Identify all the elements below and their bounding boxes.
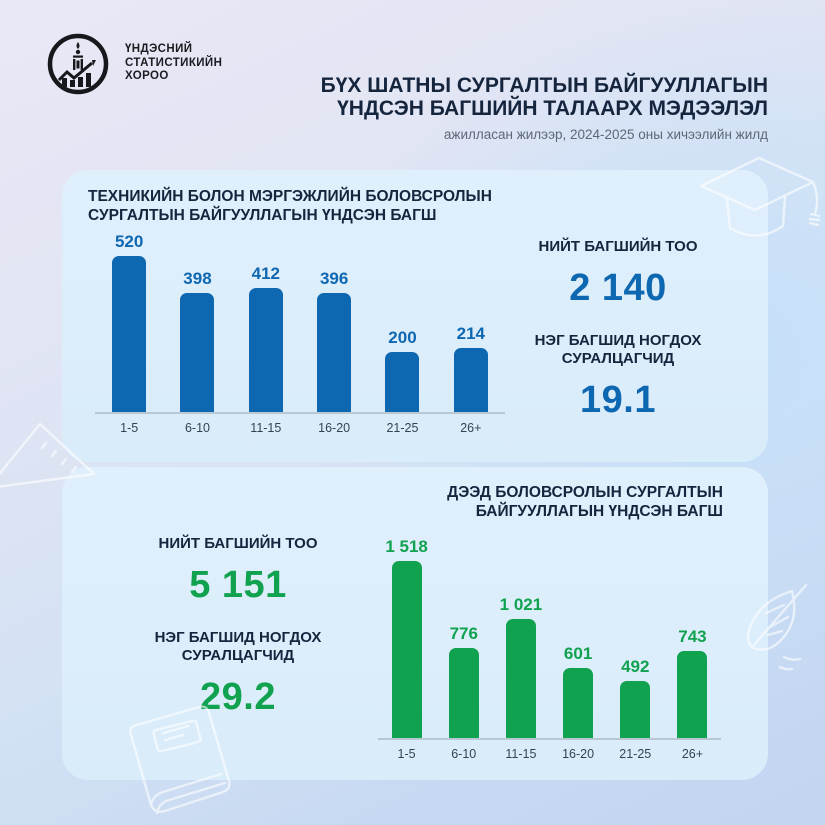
bar [620, 681, 651, 738]
page-subtitle: ажилласан жилээр, 2024-2025 оны хичээлий… [443, 127, 768, 142]
logo-text-line3: ХОРОО [125, 70, 169, 82]
bar-value-label: 492 [621, 657, 650, 676]
students-per-teacher-label: НЭГ БАГШИД НОГДОХ СУРАЛЦАГЧИД [108, 629, 368, 665]
bar [385, 352, 420, 412]
bar [112, 256, 147, 412]
category-label: 26+ [681, 747, 704, 761]
category-label: 1-5 [120, 421, 139, 435]
category-label: 6-10 [451, 747, 477, 761]
students-per-teacher-label-line2: СУРАЛЦАГЧИД [181, 647, 295, 664]
higher-ed-panel-heading: ДЭЭД БОЛОВСРОЛЫН СУРГАЛТЫН БАЙГУУЛЛАГЫН … [447, 483, 723, 521]
bar-value-label: 601 [563, 644, 593, 663]
students-per-teacher-value: 19.1 [580, 379, 656, 421]
total-teachers-value: 2 140 [569, 267, 667, 309]
bar-value-label: 214 [456, 324, 485, 343]
page-title-line2: ҮНДСЭН БАГШИЙН ТАЛААРХ МЭДЭЭЛЭЛ [337, 97, 768, 120]
bar-column: 492 [607, 657, 664, 738]
bar-column: 1 021 [492, 595, 549, 738]
page-title-line1: БҮХ ШАТНЫ СУРГАЛТЫН БАЙГУУЛЛАГЫН [320, 74, 768, 97]
bar [317, 293, 352, 412]
category-label: 26+ [460, 421, 482, 435]
bar-column: 398 [163, 269, 231, 412]
bar-value-label: 1 518 [385, 537, 428, 556]
bar [391, 561, 422, 738]
tvet-heading-line2: СУРГАЛТЫН БАЙГУУЛЛАГЫН ҮНДСЭН БАГШ [88, 207, 437, 224]
bar-value-label: 520 [114, 232, 144, 251]
bar-value-label: 412 [251, 264, 280, 283]
category-label: 1-5 [397, 747, 416, 761]
category-label: 11-15 [250, 421, 282, 435]
students-per-teacher-label-line1: НЭГ БАГШИД НОГДОХ [154, 629, 322, 646]
logo-text-line1: ҮНДЭСНИЙ [125, 43, 193, 55]
bar [248, 288, 283, 412]
bar-chart-plot-area: 1 518 776 1 021 601 492 743 [378, 528, 721, 740]
bar [677, 651, 708, 738]
total-teachers-value: 5 151 [189, 564, 287, 606]
nso-logo-text: ҮНДЭСНИЙ СТАТИСТИКИЙН ХОРОО [125, 43, 222, 84]
bar-column: 520 [95, 232, 163, 412]
tvet-heading-line1: ТЕХНИКИЙН БОЛОН МЭРГЭЖЛИЙН БОЛОВСРОЛЫН [88, 188, 492, 205]
bar-column: 214 [437, 324, 505, 412]
tvet-panel: ТЕХНИКИЙН БОЛОН МЭРГЭЖЛИЙН БОЛОВСРОЛЫН С… [62, 170, 768, 462]
tvet-bar-chart: 520 398 412 396 200 214 1-5 6-10 11-15 16-20 21-2… [95, 224, 505, 435]
book-doodle-icon [129, 705, 231, 815]
category-label: 21-25 [619, 747, 652, 761]
nso-emblem-icon [47, 33, 109, 95]
bar [505, 619, 536, 738]
bar-value-label: 743 [678, 627, 707, 646]
bar-value-label: 200 [388, 328, 417, 347]
bar-chart-category-axis: 1-5 6-10 11-15 16-20 21-25 26+ [95, 421, 505, 435]
graduation-cap-doodle-icon [699, 156, 821, 237]
bar-value-label: 398 [183, 269, 212, 288]
leaf-doodle-icon [746, 583, 808, 671]
bar-value-label: 1 021 [499, 595, 543, 614]
bar-column: 1 518 [378, 537, 435, 738]
tvet-panel-heading: ТЕХНИКИЙН БОЛОН МЭРГЭЖЛИЙН БОЛОВСРОЛЫН С… [88, 187, 492, 225]
bar-column: 412 [232, 264, 300, 412]
higher-heading-line2: БАЙГУУЛЛАГЫН ҮНДСЭН БАГШ [475, 503, 723, 520]
bar-column: 743 [664, 627, 721, 738]
bar-value-label: 396 [319, 269, 349, 288]
category-label: 16-20 [562, 747, 595, 761]
bar [453, 348, 488, 412]
triangle-ruler-doodle-icon [0, 422, 96, 488]
category-label: 6-10 [184, 421, 210, 435]
bar-value-label: 776 [449, 624, 478, 643]
tvet-stats: НИЙТ БАГШИЙН ТОО 2 140 НЭГ БАГШИД НОГДОХ… [488, 238, 748, 422]
students-per-teacher-label-line2: СУРАЛЦАГЧИД [561, 350, 675, 367]
total-teachers-label: НИЙТ БАГШИЙН ТОО [538, 238, 698, 255]
students-per-teacher-value: 29.2 [200, 676, 276, 718]
bar [448, 648, 479, 738]
bar-column: 200 [368, 328, 436, 412]
category-label: 11-15 [505, 747, 537, 761]
bar-column: 776 [435, 624, 492, 738]
higher-ed-stats: НИЙТ БАГШИЙН ТОО 5 151 НЭГ БАГШИД НОГДОХ… [108, 535, 368, 719]
bar-chart-category-axis: 1-5 6-10 11-15 16-20 21-25 26+ [378, 747, 721, 761]
category-label: 16-20 [318, 421, 351, 435]
category-label: 21-25 [386, 421, 419, 435]
bar-column: 396 [300, 269, 368, 412]
total-teachers-label: НИЙТ БАГШИЙН ТОО [158, 535, 318, 552]
nso-logo: ҮНДЭСНИЙ СТАТИСТИКИЙН ХОРОО [46, 32, 222, 96]
higher-heading-line1: ДЭЭД БОЛОВСРОЛЫН СУРГАЛТЫН [447, 484, 723, 501]
higher-ed-bar-chart: 1 518 776 1 021 601 492 743 1-5 6-10 11-15 16-20… [378, 528, 721, 761]
page-header: БҮХ ШАТНЫ СУРГАЛТЫН БАЙГУУЛЛАГЫН ҮНДСЭН … [321, 74, 768, 142]
bar-column: 601 [550, 644, 607, 738]
bar [180, 293, 215, 412]
students-per-teacher-label: НЭГ БАГШИД НОГДОХ СУРАЛЦАГЧИД [488, 332, 748, 368]
logo-text-line2: СТАТИСТИКИЙН [125, 56, 223, 69]
bar [563, 668, 594, 738]
bar-chart-plot-area: 520 398 412 396 200 214 [95, 224, 505, 414]
students-per-teacher-label-line1: НЭГ БАГШИД НОГДОХ [534, 332, 702, 349]
